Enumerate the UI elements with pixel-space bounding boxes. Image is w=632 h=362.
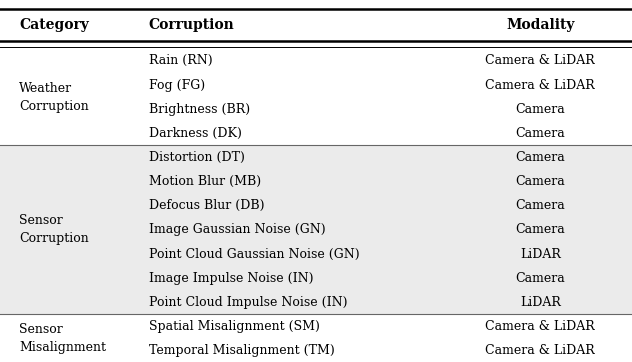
- Text: Brightness (BR): Brightness (BR): [149, 103, 250, 116]
- Bar: [0, 49, 632, 146]
- Text: Fog (FG): Fog (FG): [149, 79, 205, 92]
- Text: Point Cloud Impulse Noise (IN): Point Cloud Impulse Noise (IN): [149, 296, 347, 309]
- Text: Camera & LiDAR: Camera & LiDAR: [485, 54, 595, 67]
- Text: Image Gaussian Noise (GN): Image Gaussian Noise (GN): [149, 223, 325, 236]
- Text: Camera: Camera: [516, 127, 565, 140]
- Text: Darkness (DK): Darkness (DK): [149, 127, 241, 140]
- Text: Camera: Camera: [516, 199, 565, 212]
- Text: Camera: Camera: [516, 272, 565, 285]
- Text: Camera: Camera: [516, 103, 565, 116]
- Text: Camera: Camera: [516, 223, 565, 236]
- Text: Distortion (DT): Distortion (DT): [149, 151, 245, 164]
- Text: Sensor
Corruption: Sensor Corruption: [19, 214, 88, 245]
- Text: LiDAR: LiDAR: [520, 296, 561, 309]
- Text: Temporal Misalignment (TM): Temporal Misalignment (TM): [149, 344, 334, 357]
- Text: Camera & LiDAR: Camera & LiDAR: [485, 79, 595, 92]
- Text: Motion Blur (MB): Motion Blur (MB): [149, 175, 260, 188]
- Text: Corruption: Corruption: [149, 18, 234, 32]
- Text: Category: Category: [19, 18, 89, 32]
- Text: Weather
Corruption: Weather Corruption: [19, 82, 88, 113]
- Text: LiDAR: LiDAR: [520, 248, 561, 261]
- Bar: [0, 146, 632, 315]
- Text: Image Impulse Noise (IN): Image Impulse Noise (IN): [149, 272, 313, 285]
- Text: Camera & LiDAR: Camera & LiDAR: [485, 344, 595, 357]
- Text: Camera: Camera: [516, 175, 565, 188]
- Text: Spatial Misalignment (SM): Spatial Misalignment (SM): [149, 320, 319, 333]
- Text: Defocus Blur (DB): Defocus Blur (DB): [149, 199, 264, 212]
- Text: Rain (RN): Rain (RN): [149, 54, 212, 67]
- Text: Camera: Camera: [516, 151, 565, 164]
- Text: Modality: Modality: [506, 18, 574, 32]
- Text: Camera & LiDAR: Camera & LiDAR: [485, 320, 595, 333]
- Text: Sensor
Misalignment: Sensor Misalignment: [19, 323, 106, 354]
- Bar: [0, 315, 632, 362]
- Text: Point Cloud Gaussian Noise (GN): Point Cloud Gaussian Noise (GN): [149, 248, 359, 261]
